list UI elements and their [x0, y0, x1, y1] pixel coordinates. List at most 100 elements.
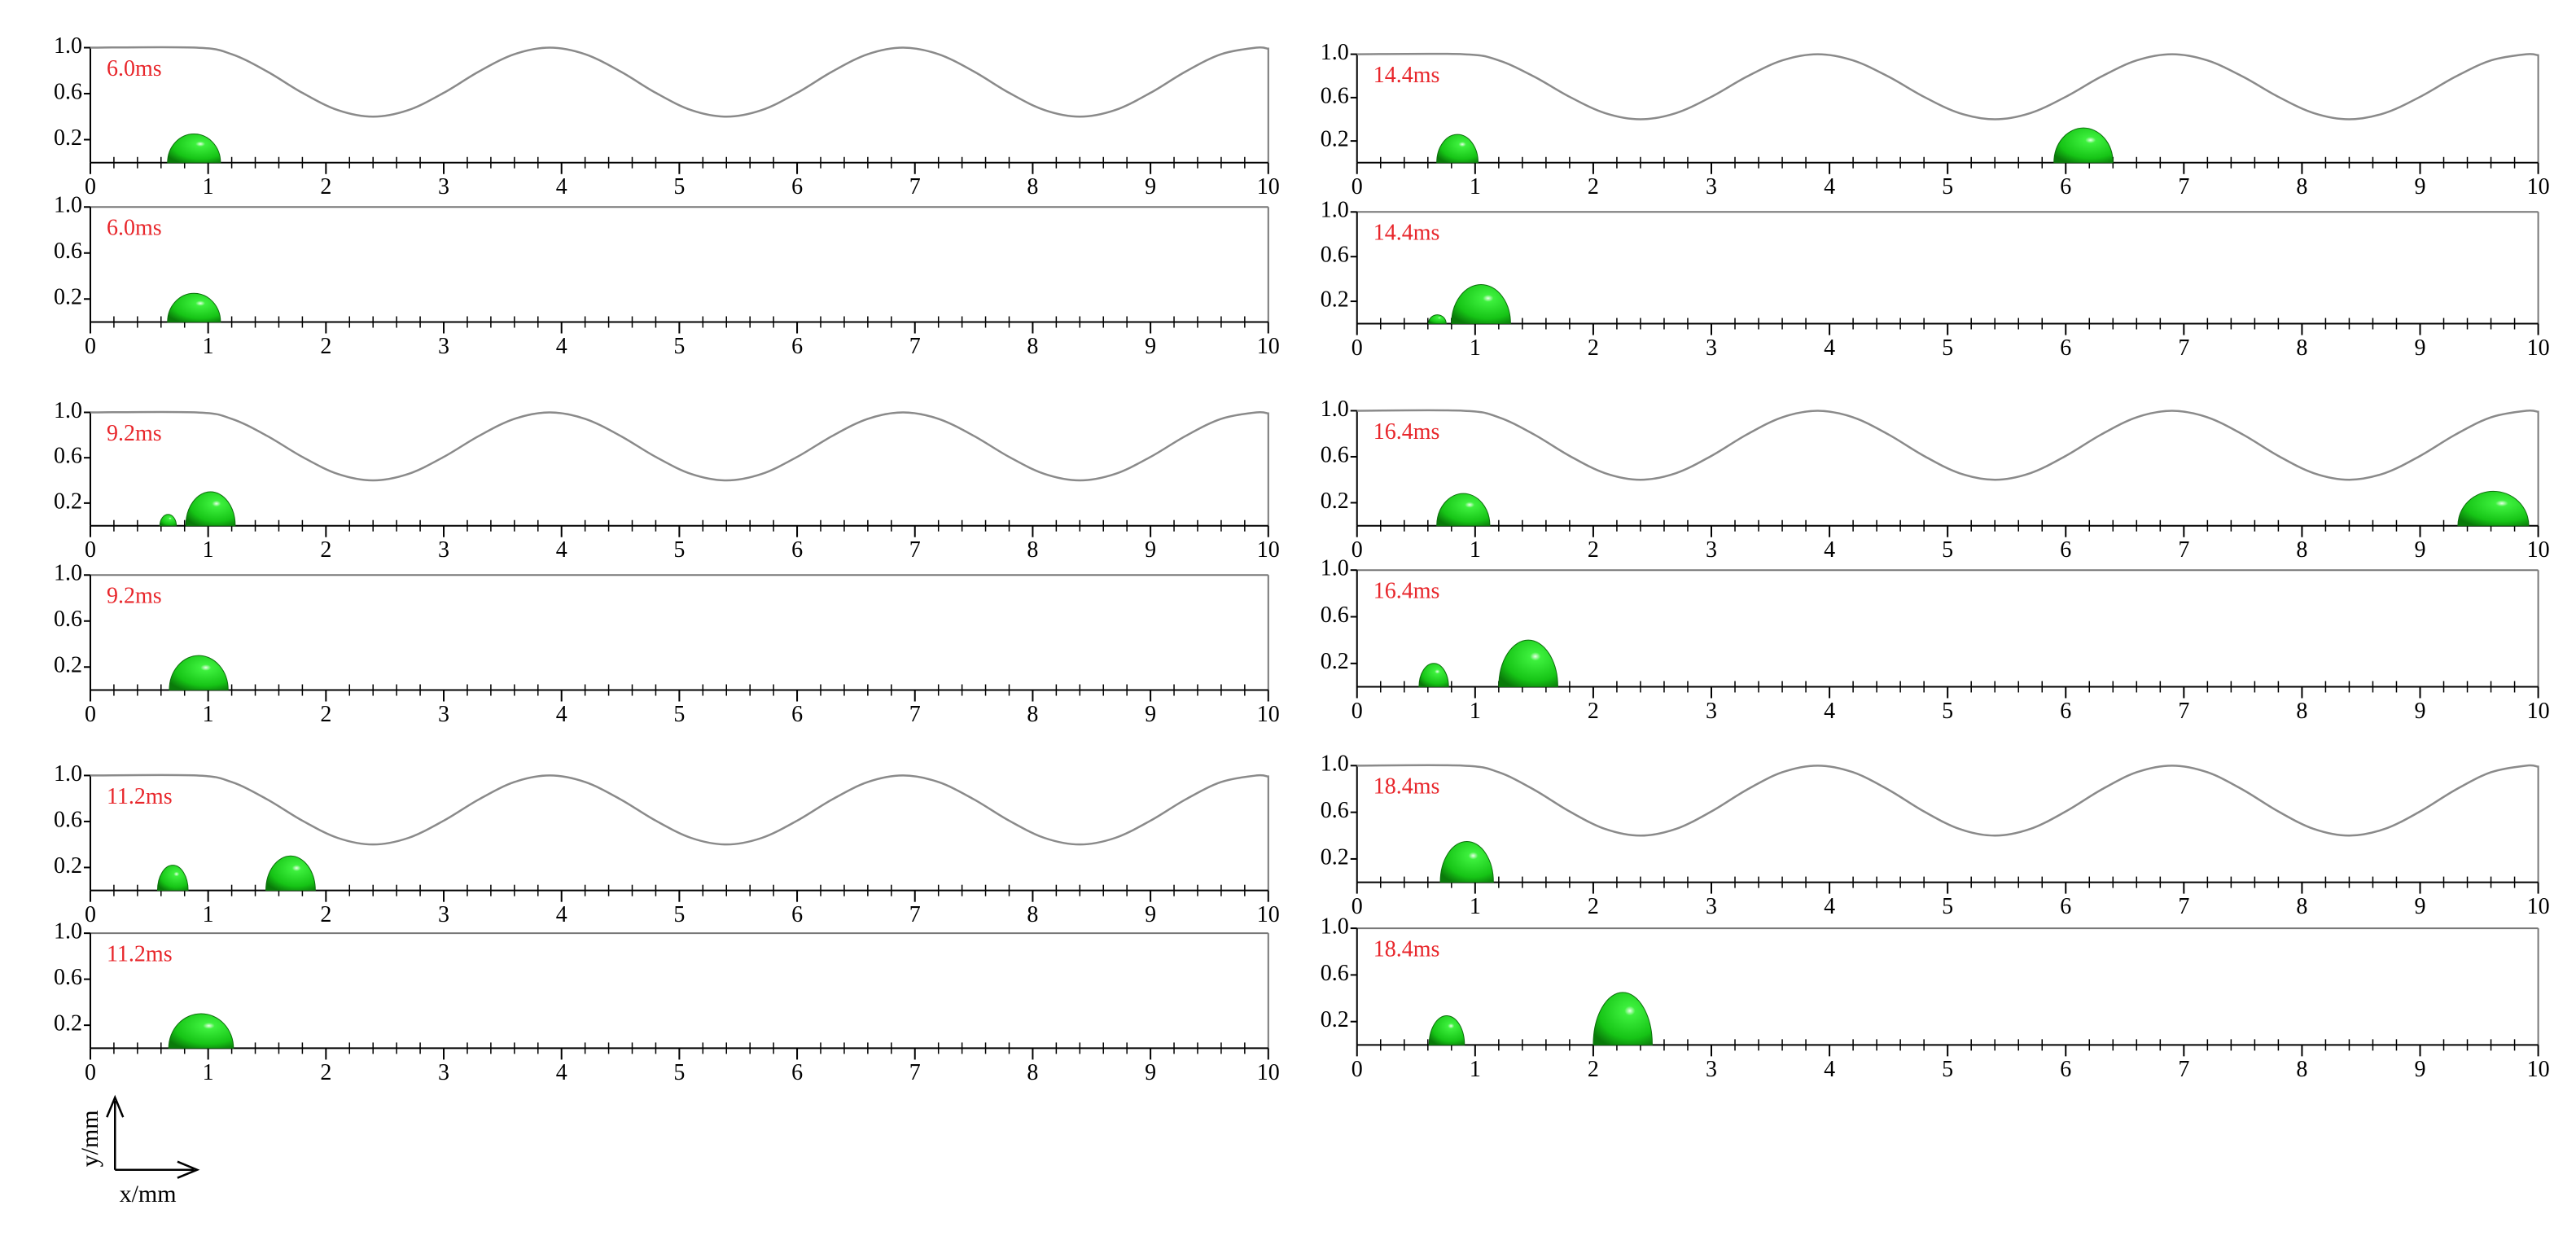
x-arrow	[115, 1160, 200, 1179]
x-tick-label: 9	[1145, 1060, 1156, 1085]
y-tick-label: 1.0	[1321, 914, 1349, 940]
panel: 0 1 2 3 4 5 6 7 8 9 10 1.0 0.6 0.2 6.0ms	[54, 33, 1280, 199]
x-tick-label: 3	[438, 334, 449, 359]
droplet	[1498, 640, 1558, 687]
droplet	[1418, 663, 1449, 687]
time-label: 16.4ms	[1373, 579, 1440, 604]
wavy-wall	[1356, 409, 2539, 481]
x-tick-label: 6	[791, 334, 803, 359]
time-label: 16.4ms	[1373, 419, 1440, 445]
x-tick-label: 9	[1145, 334, 1156, 359]
droplet	[1439, 841, 1494, 883]
panel: 0 1 2 3 4 5 6 7 8 9 10 1.0 0.6 0.2 16.4ms	[1321, 556, 2550, 724]
x-tick-label: 8	[1027, 537, 1038, 563]
y-tick-label: 0.6	[54, 607, 82, 632]
x-tick-label: 8	[1027, 334, 1038, 359]
y-tick-label: 0.2	[54, 1011, 82, 1036]
x-tick-label: 7	[2178, 335, 2189, 361]
x-tick-label: 0	[1352, 1057, 1363, 1082]
x-tick-label: 3	[1706, 894, 1717, 919]
x-tick-label: 9	[2415, 174, 2426, 199]
x-tick-label: 8	[1027, 902, 1038, 927]
x-tick-label: 6	[791, 537, 803, 563]
droplet	[1428, 314, 1447, 325]
panel: 0 1 2 3 4 5 6 7 8 9 10 1.0 0.6 0.2 18.4ms	[1321, 914, 2550, 1082]
droplet	[2053, 128, 2114, 164]
time-label: 18.4ms	[1373, 774, 1440, 800]
x-tick-label: 3	[1706, 1057, 1717, 1082]
x-tick-label: 4	[556, 902, 567, 927]
y-tick-label: 0.6	[1321, 442, 1349, 467]
x-tick-label: 8	[2296, 1057, 2307, 1082]
y-tick-label: 0.2	[1321, 287, 1349, 312]
x-tick-label: 3	[1706, 174, 1717, 199]
x-tick-label: 0	[1352, 894, 1363, 919]
time-label: 6.0ms	[107, 56, 162, 81]
x-tick-label: 8	[2296, 699, 2307, 724]
x-tick-label: 4	[556, 174, 567, 199]
x-tick-label: 4	[556, 702, 567, 727]
x-tick-label: 0	[85, 1060, 96, 1085]
y-tick-label: 1.0	[54, 33, 82, 59]
x-tick-label: 4	[1824, 1057, 1835, 1082]
x-tick-label: 4	[1824, 335, 1835, 361]
x-tick-label: 8	[2296, 174, 2307, 199]
y-tick-label: 0.2	[54, 853, 82, 879]
droplet	[168, 1013, 234, 1049]
y-tick-label: 1.0	[54, 561, 82, 586]
x-tick-label: 7	[909, 174, 921, 199]
x-tick-label: 4	[1824, 894, 1835, 919]
x-tick-label: 7	[909, 334, 921, 359]
droplet	[167, 292, 221, 322]
panel: 0 1 2 3 4 5 6 7 8 9 10 1.0 0.6 0.2 11.2ms	[54, 761, 1280, 927]
x-tick-label: 5	[673, 1060, 685, 1085]
y-tick-label: 0.6	[1321, 243, 1349, 268]
x-tick-label: 6	[791, 174, 803, 199]
x-tick-label: 2	[320, 902, 331, 927]
x-tick-label: 0	[85, 902, 96, 927]
x-tick-label: 7	[2178, 174, 2189, 199]
x-tick-label: 0	[1352, 699, 1363, 724]
y-tick-label: 0.6	[54, 79, 82, 104]
droplet	[167, 134, 221, 164]
y-axis-label: y/mm	[77, 1110, 103, 1167]
x-tick-label: 2	[1588, 894, 1599, 919]
time-label: 14.4ms	[1373, 63, 1440, 88]
x-tick-label: 10	[2527, 174, 2550, 199]
panel: 0 1 2 3 4 5 6 7 8 9 10 1.0 0.6 0.2 16.4ms	[1321, 397, 2550, 563]
x-tick-label: 5	[673, 702, 685, 727]
y-tick-label: 0.6	[1321, 961, 1349, 986]
x-tick-label: 7	[2178, 699, 2189, 724]
x-tick-label: 6	[791, 1060, 803, 1085]
y-tick-label: 0.6	[1321, 603, 1349, 628]
x-tick-label: 1	[203, 174, 214, 199]
x-tick-label: 5	[1942, 1057, 1953, 1082]
droplet	[159, 514, 177, 527]
x-tick-label: 10	[2527, 537, 2550, 563]
x-tick-label: 10	[1257, 334, 1280, 359]
x-tick-label: 9	[2415, 894, 2426, 919]
x-axis-label: x/mm	[120, 1181, 177, 1207]
wavy-wall	[90, 46, 1269, 118]
y-tick-label: 0.6	[1321, 83, 1349, 108]
panel: 0 1 2 3 4 5 6 7 8 9 10 1.0 0.6 0.2 14.4ms	[1321, 40, 2550, 199]
x-tick-label: 3	[1706, 699, 1717, 724]
x-tick-label: 0	[1352, 174, 1363, 199]
droplet	[169, 655, 229, 690]
x-tick-label: 1	[1470, 537, 1481, 563]
x-tick-label: 9	[2415, 699, 2426, 724]
x-tick-label: 10	[1257, 702, 1280, 727]
x-tick-label: 3	[438, 537, 449, 563]
x-tick-label: 1	[1470, 699, 1481, 724]
time-label: 11.2ms	[107, 942, 173, 967]
x-tick-label: 0	[1352, 537, 1363, 563]
droplet	[265, 855, 316, 892]
droplet	[2457, 491, 2530, 527]
x-tick-label: 2	[1588, 174, 1599, 199]
y-tick-label: 1.0	[1321, 752, 1349, 777]
y-tick-label: 1.0	[1321, 556, 1349, 581]
x-tick-label: 1	[1470, 1057, 1481, 1082]
x-tick-label: 9	[2415, 537, 2426, 563]
x-tick-label: 4	[556, 1060, 567, 1085]
x-tick-label: 2	[320, 537, 331, 563]
